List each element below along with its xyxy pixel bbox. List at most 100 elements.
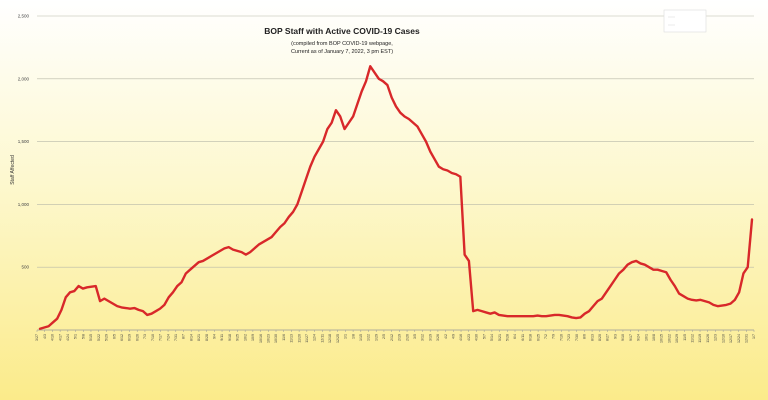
x-tick-label: 1/8	[351, 334, 355, 339]
x-tick-label: 10/23	[266, 334, 270, 343]
x-tick-label: 9/25	[236, 334, 240, 341]
x-tick-label: 10/30	[274, 334, 278, 343]
x-tick-label: 8/13	[590, 334, 594, 341]
x-tick-label: 7/23	[567, 334, 571, 341]
x-tick-label: 4/2	[444, 334, 448, 339]
x-tick-label: 10/16	[259, 334, 263, 343]
x-tick-label: 11/12	[691, 334, 695, 343]
x-tick-label: 12/11	[320, 334, 324, 343]
x-tick-label: 7/3	[143, 334, 147, 339]
x-tick-label: 10/22	[667, 334, 671, 343]
x-tick-label: 7/16	[559, 334, 563, 341]
x-tick-label: 12/17	[729, 334, 733, 343]
x-tick-label: 4/3	[43, 334, 47, 339]
x-tick-label: 11/27	[305, 334, 309, 343]
x-tick-label: 9/10	[621, 334, 625, 341]
x-tick-label: 12/24	[737, 334, 741, 343]
x-tick-label: 4/9	[452, 334, 456, 339]
x-tick-label: 7/2	[544, 334, 548, 339]
x-tick-label: 11/13	[290, 334, 294, 343]
x-tick-label: 3/26	[436, 334, 440, 341]
x-tick-label: 7/10	[151, 334, 155, 341]
x-tick-label: 4/24	[66, 334, 70, 341]
x-tick-label: 6/5	[112, 334, 116, 339]
legend-box	[663, 9, 707, 33]
x-tick-label: 6/11	[521, 334, 525, 341]
y-tick-label: 2,500	[18, 14, 30, 19]
x-tick-label: 6/19	[128, 334, 132, 341]
x-tick-label: 5/7	[482, 334, 486, 339]
x-tick-label: 12/4	[313, 334, 317, 341]
x-tick-label: 5/22	[97, 334, 101, 341]
x-tick-label: 6/25	[536, 334, 540, 341]
x-tick-label: 2/19	[398, 334, 402, 341]
x-tick-label: 3/5	[413, 334, 417, 339]
x-tick-label: 8/7	[182, 334, 186, 339]
x-tick-label: 3/12	[421, 334, 425, 341]
x-tick-label: 6/26	[135, 334, 139, 341]
x-tick-label: 10/29	[675, 334, 679, 343]
gridlines	[37, 15, 754, 331]
x-tick-label: 3/19	[428, 334, 432, 341]
legend	[663, 9, 707, 33]
y-tick-label: 500	[21, 265, 29, 270]
x-tick-label: 5/15	[89, 334, 93, 341]
x-tick-label: 9/4	[213, 334, 217, 339]
x-tick-label: 2/26	[405, 334, 409, 341]
x-tick-label: 11/6	[282, 334, 286, 341]
x-tick-label: 9/11	[220, 334, 224, 341]
x-axis-ticks: 3/27 4/3 4/10 4/17 4/24 5/1 5/8 5/15 5/22 5/29 6/5…	[35, 330, 756, 343]
x-tick-label: 5/14	[490, 334, 494, 341]
x-tick-label: 1/22	[367, 334, 371, 341]
y-tick-label: 1,500	[18, 139, 30, 144]
x-tick-label: 7/9	[552, 334, 556, 339]
x-tick-label: 12/10	[721, 334, 725, 343]
x-tick-label: 5/1	[74, 334, 78, 339]
x-tick-label: 5/8	[81, 334, 85, 339]
x-tick-label: 2/5	[382, 334, 386, 339]
x-tick-label: 4/16	[459, 334, 463, 341]
x-tick-label: 8/28	[205, 334, 209, 341]
x-tick-label: 4/23	[467, 334, 471, 341]
x-tick-label: 1/1	[344, 334, 348, 339]
x-tick-label: 11/20	[297, 334, 301, 343]
x-tick-label: 12/3	[714, 334, 718, 341]
y-tick-label: 2,000	[18, 76, 30, 81]
x-tick-label: 12/25	[336, 334, 340, 343]
y-axis-label: Staff Affected	[10, 155, 16, 185]
x-tick-label: 10/8	[652, 334, 656, 341]
chart-subtitle-line-2: Current as of January 7, 2022, 3 pm EST)	[291, 49, 393, 55]
x-tick-label: 1/29	[374, 334, 378, 341]
x-tick-label: 8/14	[189, 334, 193, 341]
x-tick-label: 1/15	[359, 334, 363, 341]
x-tick-label: 8/27	[606, 334, 610, 341]
series-layer	[38, 65, 754, 330]
x-tick-label: 8/6	[583, 334, 587, 339]
x-tick-label: 12/18	[328, 334, 332, 343]
x-tick-label: 9/17	[629, 334, 633, 341]
x-tick-label: 7/31	[174, 334, 178, 341]
x-tick-label: 10/15	[660, 334, 664, 343]
x-tick-label: 7/17	[159, 334, 163, 341]
x-tick-label: 4/30	[475, 334, 479, 341]
x-tick-label: 3/27	[35, 334, 39, 341]
x-tick-label: 4/17	[58, 334, 62, 341]
x-tick-label: 6/4	[513, 334, 517, 339]
x-tick-label: 4/10	[51, 334, 55, 341]
x-tick-label: 1/7	[752, 334, 756, 339]
x-tick-label: 6/12	[120, 334, 124, 341]
x-tick-label: 12/31	[744, 334, 748, 343]
x-tick-label: 7/24	[166, 334, 170, 341]
x-tick-label: 8/21	[197, 334, 201, 341]
chart-subtitle-line-1: (compiled from BOP COVID-19 webpage,	[291, 41, 393, 47]
x-tick-label: 9/3	[613, 334, 617, 339]
y-axis-ticks: 500 1,000 1,500 2,000 2,500	[18, 14, 30, 270]
x-tick-label: 11/5	[683, 334, 687, 341]
x-tick-label: 6/18	[529, 334, 533, 341]
series-line-1	[38, 65, 754, 330]
x-tick-label: 10/2	[243, 334, 247, 341]
x-tick-label: 5/29	[105, 334, 109, 341]
x-tick-label: 11/19	[698, 334, 702, 343]
